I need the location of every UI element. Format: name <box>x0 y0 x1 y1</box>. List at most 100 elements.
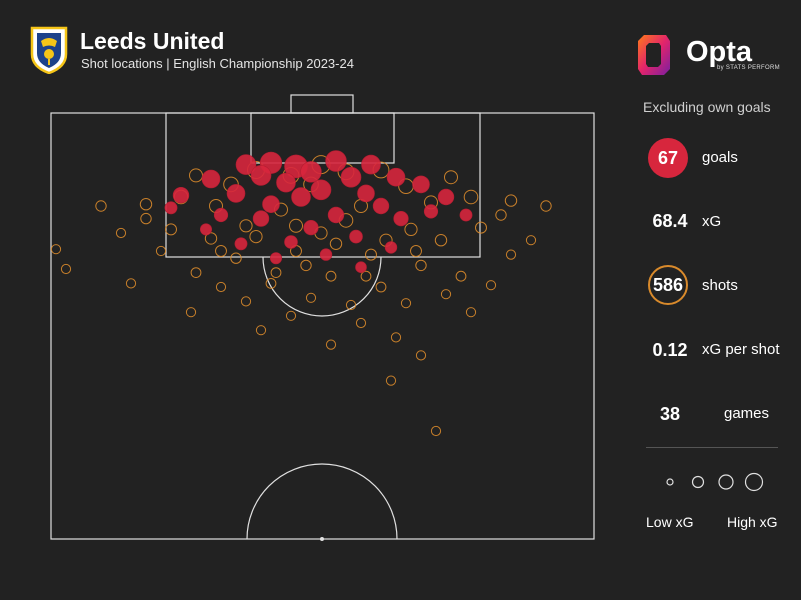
shot-point <box>475 221 487 234</box>
goal-point <box>355 261 367 274</box>
shot-point <box>410 245 422 257</box>
xg-label: xG <box>702 213 722 230</box>
shot-point <box>165 223 177 236</box>
games-label: games <box>724 405 770 422</box>
shot-point <box>404 222 418 236</box>
shot-point <box>285 310 297 321</box>
shot-point <box>504 194 518 207</box>
goal-point <box>276 172 296 193</box>
shot-point <box>465 307 477 318</box>
goal-point <box>252 210 270 227</box>
shot-point <box>390 332 402 343</box>
goal-point <box>423 204 439 219</box>
shot-point <box>345 299 357 311</box>
goal-point <box>213 207 229 223</box>
shot-point <box>255 325 267 336</box>
xg-per-shot-label: xG per shot <box>702 341 780 358</box>
goal-point <box>200 223 213 236</box>
legend-size-2 <box>691 475 705 489</box>
shot-point <box>125 278 137 289</box>
shot-point <box>289 218 303 233</box>
shot-point <box>415 259 427 272</box>
shot-point <box>485 280 497 291</box>
shot-point <box>60 263 72 275</box>
legend-size-4 <box>744 472 764 492</box>
goal-point <box>201 169 221 189</box>
goal-point <box>235 154 257 175</box>
goal-point <box>262 195 280 213</box>
shot-point <box>375 281 387 293</box>
shot-point <box>139 198 153 211</box>
legend-size-3 <box>718 474 734 490</box>
pitch-boundary <box>50 112 595 540</box>
shot-point <box>50 244 62 255</box>
shot-point <box>240 296 252 307</box>
opta-logo-icon <box>638 35 670 75</box>
separator <box>646 447 778 448</box>
games-value: 38 <box>659 404 681 424</box>
shots-value: 586 <box>648 265 688 305</box>
page-subtitle: Shot locations | English Championship 20… <box>81 56 354 71</box>
shot-point <box>305 292 317 303</box>
shot-point <box>505 249 517 260</box>
shot-point <box>329 237 343 251</box>
shot-point <box>434 234 448 247</box>
goal-point <box>340 166 362 188</box>
shot-point <box>189 168 203 183</box>
shot-point <box>360 270 372 282</box>
page-title: Leeds United <box>80 28 225 54</box>
shot-point <box>270 267 282 279</box>
goal-point <box>386 167 406 187</box>
goal-point <box>226 184 246 203</box>
shot-point <box>140 212 152 225</box>
goal-point <box>357 184 375 203</box>
shot-point <box>400 298 412 309</box>
shot-map <box>50 94 595 541</box>
shot-point <box>215 245 227 257</box>
shot-point <box>430 425 442 437</box>
shot-point <box>463 189 479 205</box>
xg-per-shot-value: 0.12 <box>652 340 688 360</box>
goal-point <box>234 237 248 251</box>
goal-frame <box>290 94 354 114</box>
club-crest-icon <box>30 26 68 74</box>
goal-point <box>325 150 347 172</box>
shots-label: shots <box>702 277 738 294</box>
goal-point <box>291 187 311 207</box>
shot-point <box>355 317 367 329</box>
shot-point <box>190 267 202 279</box>
penalty-arc <box>262 256 382 317</box>
shot-point <box>415 350 427 361</box>
shot-point <box>215 281 227 293</box>
goals-label: goals <box>702 149 738 166</box>
goal-point <box>393 211 409 227</box>
goal-point <box>310 179 332 201</box>
goal-point <box>284 235 298 249</box>
legend-low-label: Low xG <box>646 514 694 530</box>
centre-spot <box>320 537 324 541</box>
shot-point <box>385 375 397 386</box>
brand-tagline: by STATS PERFORM <box>717 65 780 71</box>
shot-point <box>365 248 377 261</box>
shot-point <box>325 339 337 350</box>
goal-point <box>172 187 190 204</box>
goal-point <box>319 248 333 261</box>
goal-point <box>327 206 345 224</box>
goal-point <box>412 175 430 194</box>
shot-point <box>249 230 263 244</box>
shot-point <box>155 245 167 257</box>
brand-name: Opta <box>686 36 753 68</box>
shot-point <box>495 209 507 221</box>
centre-circle <box>246 463 398 540</box>
shot-point <box>239 219 253 233</box>
shot-point <box>525 235 537 246</box>
goal-point <box>459 208 473 222</box>
goal-point <box>269 252 282 265</box>
goal-point <box>164 201 178 215</box>
legend-size-1 <box>666 478 674 486</box>
shot-point <box>115 227 127 239</box>
shot-point <box>265 278 277 289</box>
shot-point <box>185 307 197 318</box>
legend-high-label: High xG <box>727 514 778 530</box>
shot-point <box>440 289 452 300</box>
